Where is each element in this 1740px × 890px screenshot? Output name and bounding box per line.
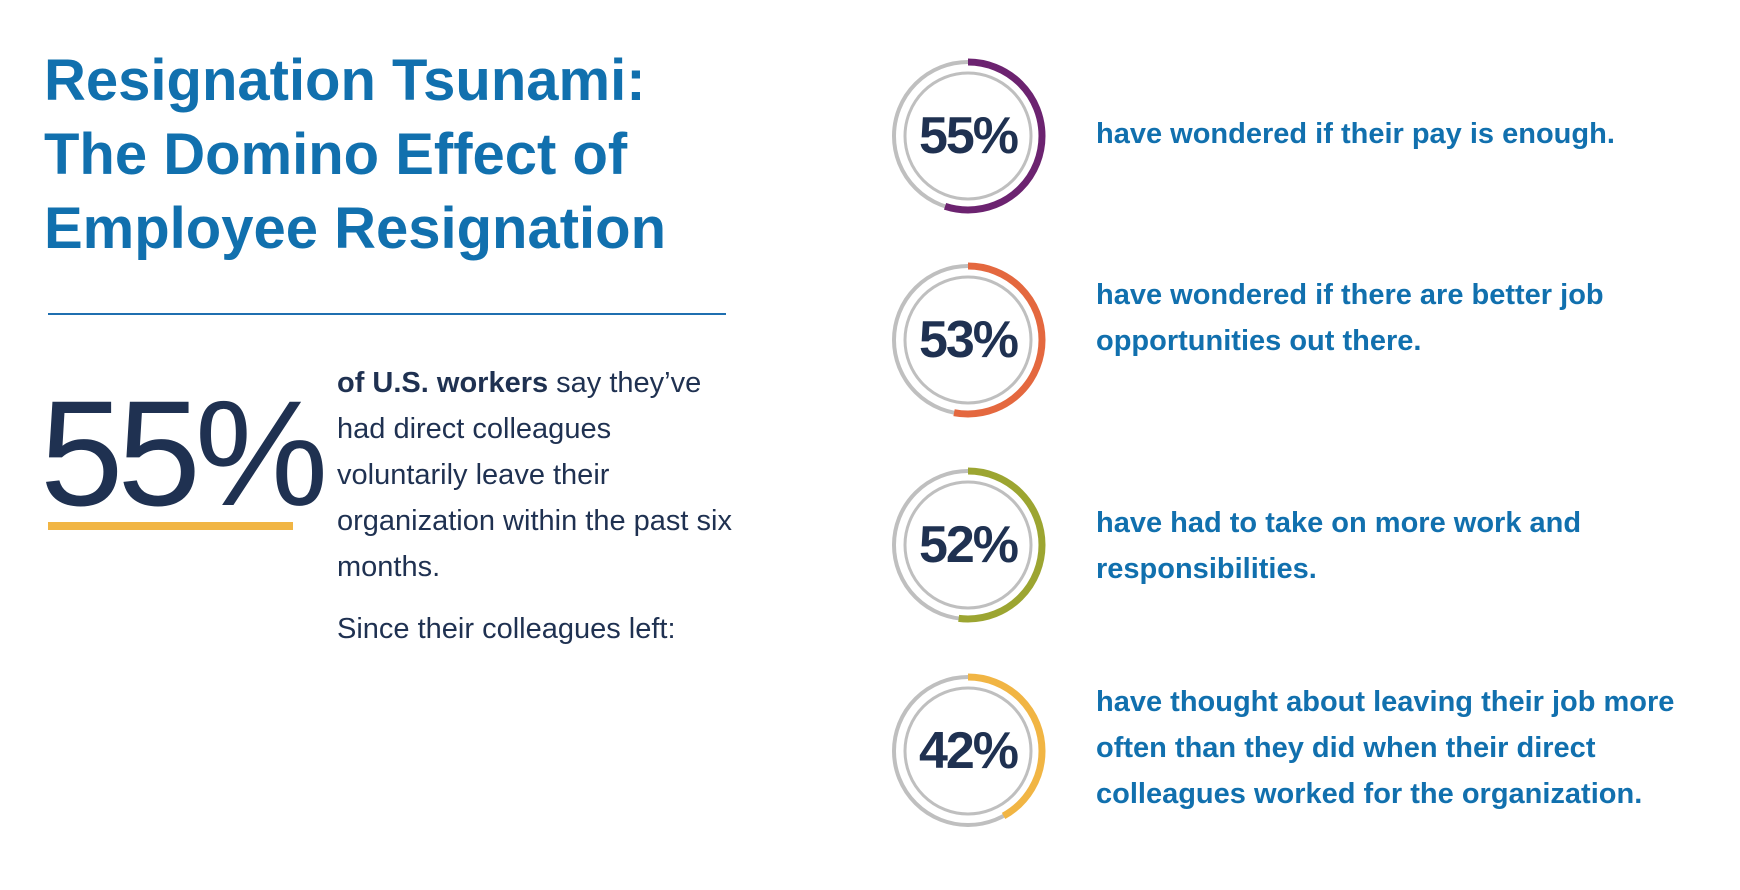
headline-description: of U.S. workers say they’ve had direct c… bbox=[337, 360, 737, 590]
headline-text: say they’ve had direct colleagues volunt… bbox=[337, 367, 732, 583]
title-line-1: Resignation Tsunami: bbox=[44, 48, 646, 113]
ring-chart-1 bbox=[890, 58, 1046, 214]
page-title: Resignation Tsunami: The Domino Effect o… bbox=[44, 44, 744, 266]
ring-arc bbox=[890, 58, 1046, 214]
headline-underline bbox=[48, 522, 293, 530]
ring-inner bbox=[903, 686, 1033, 816]
ring-arc bbox=[890, 262, 1046, 418]
ring-inner bbox=[903, 71, 1033, 201]
ring-chart-4 bbox=[890, 673, 1046, 829]
title-line-3: Employee Resignation bbox=[44, 196, 667, 261]
stat-text: have had to take on more work and respon… bbox=[1096, 507, 1582, 585]
ring-chart-3 bbox=[890, 467, 1046, 623]
ring-label: 55% bbox=[918, 107, 1019, 165]
ring-label: 52% bbox=[918, 516, 1019, 574]
title-divider bbox=[48, 313, 726, 315]
stat-text: have wondered if there are better job op… bbox=[1096, 279, 1604, 357]
ring-inner bbox=[903, 275, 1033, 405]
headline-percent: 55% bbox=[40, 369, 328, 537]
ring-arc bbox=[890, 467, 1046, 623]
ring-chart-2 bbox=[890, 262, 1046, 418]
ring-arc bbox=[890, 673, 1046, 829]
ring-inner bbox=[903, 480, 1033, 610]
stat-text: have wondered if their pay is enough. bbox=[1096, 118, 1615, 150]
ring-label: 53% bbox=[918, 311, 1019, 369]
headline-bold-prefix: of U.S. workers bbox=[337, 367, 549, 399]
lead-in-text: Since their colleagues left: bbox=[337, 613, 676, 645]
ring-label: 42% bbox=[918, 722, 1019, 780]
title-line-2: The Domino Effect of bbox=[44, 122, 628, 187]
stat-text: have thought about leaving their job mor… bbox=[1096, 686, 1675, 810]
